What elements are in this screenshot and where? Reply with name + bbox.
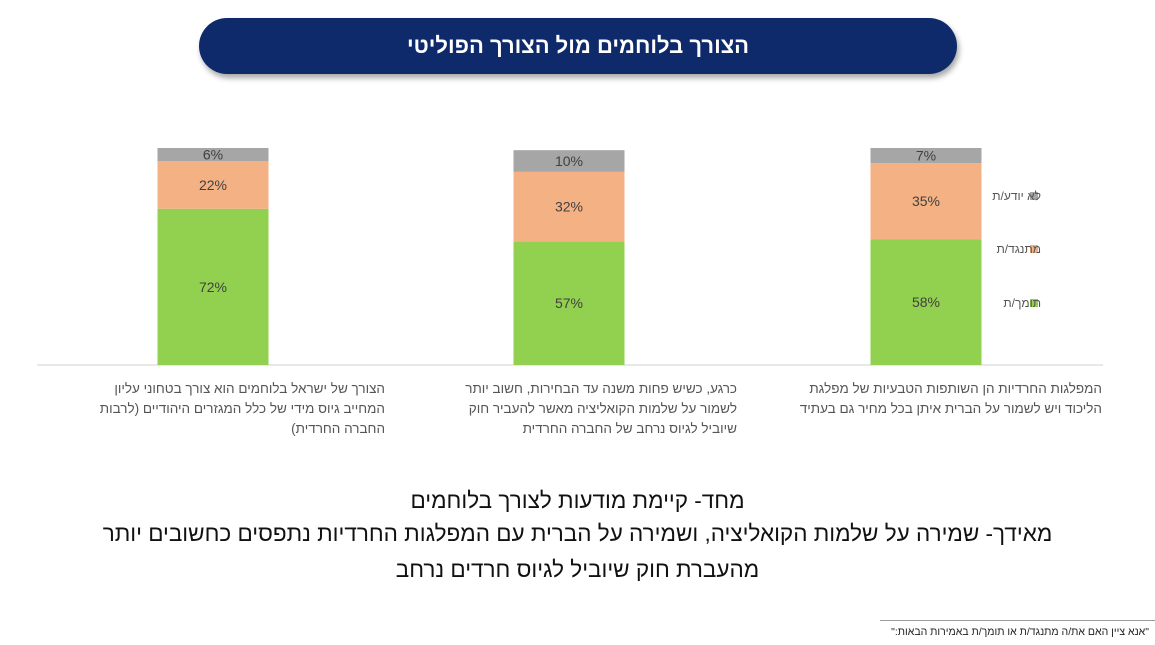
bar-segment-1-cat-1 xyxy=(157,208,269,365)
data-label: 10% xyxy=(555,153,583,169)
bar-segment-2-cat-1 xyxy=(157,161,269,209)
bar-segment-1-cat-3 xyxy=(870,239,982,365)
footnote: "אנא ציין האם את/ה מתנגד/ת או תומך/ת באמ… xyxy=(891,626,1149,638)
data-label: 57% xyxy=(555,295,583,311)
summary-line-3: מהעברת חוק שיוביל לגיוס חרדים נרחב xyxy=(395,557,760,582)
legend-swatch xyxy=(1030,299,1038,307)
summary-line-1: מחד- קיימת מודעות לצורך בלוחמים xyxy=(410,488,745,513)
bar-segment-3-cat-1 xyxy=(157,148,269,162)
footnote-divider xyxy=(880,620,1155,621)
category-label-line: כרגע, כשיש פחות משנה עד הבחירות, חשוב יו… xyxy=(465,381,737,396)
data-label: 22% xyxy=(199,177,227,193)
legend-label: מתנגד/ת xyxy=(996,242,1041,256)
category-label-line: החברה החרדית) xyxy=(291,421,385,436)
category-label-1: הצורך של ישראל בלוחמים הוא צורך בטחוני ע… xyxy=(30,379,385,439)
category-label-line: הליכוד ויש לשמור על הברית איתן בכל מחיר … xyxy=(799,401,1102,416)
legend-label: לא יודע/ת xyxy=(992,189,1041,203)
data-label: 7% xyxy=(916,148,936,164)
bar-segment-2-cat-2 xyxy=(513,171,625,242)
bar-segment-3-cat-3 xyxy=(870,148,982,164)
slide-title: הצורך בלוחמים מול הצורך הפוליטי xyxy=(407,33,749,58)
data-label: 32% xyxy=(555,199,583,215)
data-label: 72% xyxy=(199,279,227,295)
category-label-line: המפלגות החרדיות הן השותפות הטבעיות של מפ… xyxy=(809,381,1102,396)
data-label: 35% xyxy=(912,193,940,209)
legend-swatch xyxy=(1030,245,1038,253)
summary-line-2: מאידך- שמירה על שלמות הקואליציה, ושמירה … xyxy=(102,521,1053,546)
category-label-line: הצורך של ישראל בלוחמים הוא צורך בטחוני ע… xyxy=(114,381,385,396)
legend-swatch xyxy=(1030,192,1038,200)
data-label: 6% xyxy=(203,147,223,163)
category-label-line: לשמור על שלמות הקואליציה מאשר להעביר חוק xyxy=(468,401,737,416)
data-label: 58% xyxy=(912,294,940,310)
bar-segment-3-cat-2 xyxy=(513,150,625,172)
category-label-line: המחייב גיוס מידי של כלל המגזרים היהודיים… xyxy=(99,401,385,416)
bar-segment-2-cat-3 xyxy=(870,163,982,240)
category-label-line: שיוביל לגיוס נרחב של החברה החרדית xyxy=(522,421,737,436)
category-label-2: כרגע, כשיש פחות משנה עד הבחירות, חשוב יו… xyxy=(390,379,737,439)
title-banner: הצורך בלוחמים מול הצורך הפוליטי xyxy=(199,18,957,74)
legend-label: תומך/ת xyxy=(1003,296,1041,310)
category-label-3: המפלגות החרדיות הן השותפות הטבעיות של מפ… xyxy=(740,379,1102,419)
bar-segment-1-cat-2 xyxy=(513,241,625,365)
